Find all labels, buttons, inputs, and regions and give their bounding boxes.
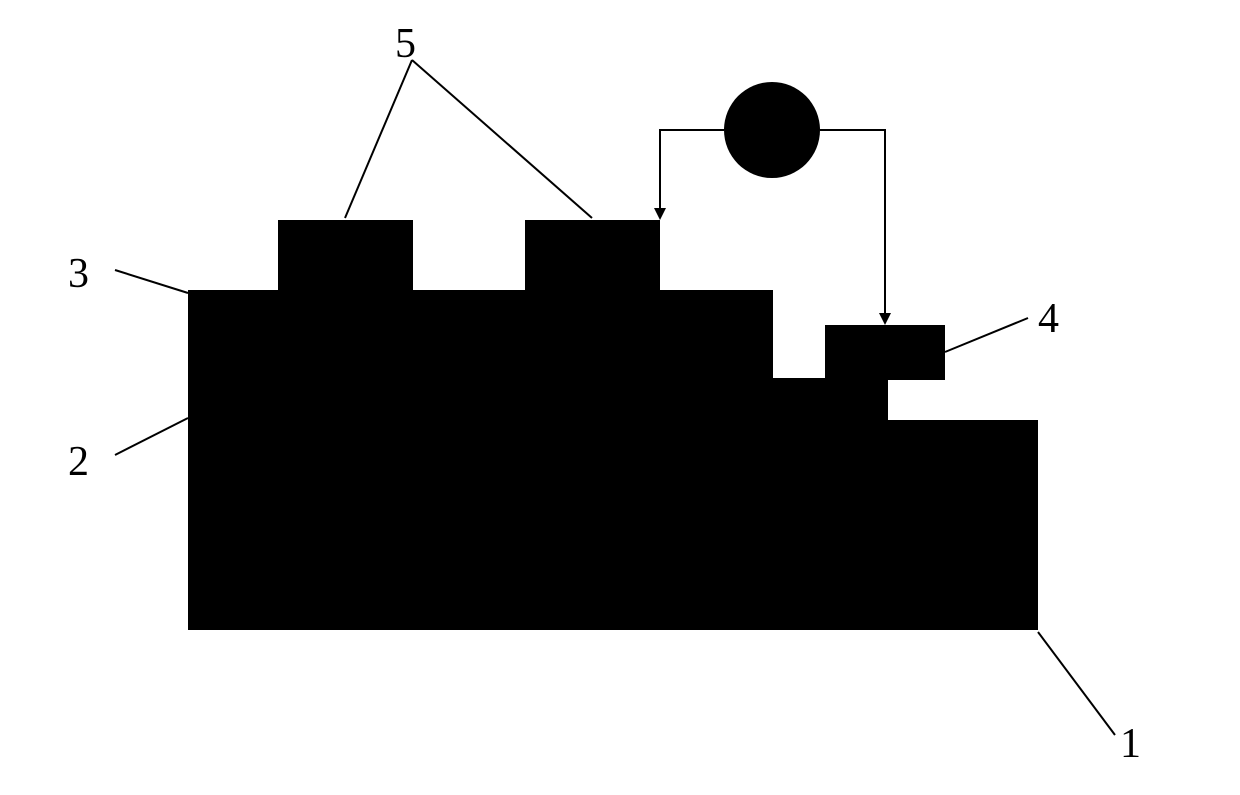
electrode-mid (525, 220, 660, 290)
leader-3 (115, 270, 188, 293)
connector-circle-to-right (820, 130, 885, 317)
leader-1 (1038, 632, 1115, 735)
label-3: 3 (68, 250, 89, 298)
layer-2 (188, 378, 888, 423)
measurement-node (724, 82, 820, 178)
label-5: 5 (395, 20, 416, 68)
leader-2 (115, 418, 188, 455)
schematic-diagram (0, 0, 1240, 795)
connector-circle-to-mid (660, 130, 724, 212)
arrowhead-mid (654, 208, 666, 220)
electrode-right (825, 325, 945, 380)
substrate-layer (188, 420, 1038, 630)
arrowhead-right (879, 313, 891, 325)
leader-4 (945, 318, 1028, 352)
label-4: 4 (1038, 295, 1059, 343)
leader-5a (345, 60, 412, 218)
label-1: 1 (1120, 720, 1141, 768)
layer-3 (188, 290, 773, 380)
leader-5b (412, 60, 592, 218)
electrode-left (278, 220, 413, 290)
label-2: 2 (68, 438, 89, 486)
